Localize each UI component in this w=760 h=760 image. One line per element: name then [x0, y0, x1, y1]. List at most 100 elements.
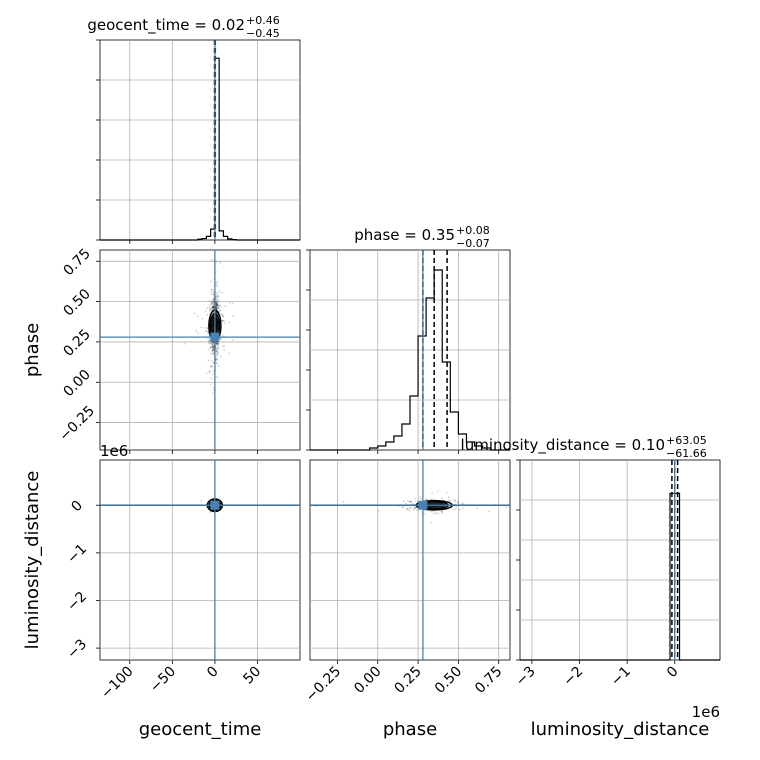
sample-point [217, 352, 219, 355]
sample-point [223, 348, 225, 351]
sample-point [206, 327, 209, 329]
sample-point [453, 508, 456, 511]
sample-point [215, 281, 218, 284]
sample-point [212, 305, 215, 308]
sample-point [448, 500, 451, 502]
sample-point [212, 342, 215, 344]
sample-point [217, 344, 220, 347]
sample-point [215, 300, 218, 303]
sample-point [215, 343, 218, 346]
sample-point [211, 349, 214, 352]
sample-point [209, 345, 212, 348]
sample-point [211, 307, 214, 309]
sample-point [211, 348, 214, 351]
y-tick-label: 0.25 [60, 326, 93, 359]
sample-point [211, 259, 214, 261]
sample-point [406, 499, 409, 502]
sample-point [211, 350, 213, 353]
sample-point [212, 293, 215, 296]
sample-point [217, 305, 220, 307]
x-tick-label: 0.25 [392, 664, 425, 697]
panel-frame-0-0 [99, 39, 301, 241]
sample-point [197, 332, 199, 335]
sample-point [210, 365, 212, 368]
sample-point [215, 304, 218, 307]
sample-point [441, 510, 444, 513]
sample-point [212, 352, 215, 354]
sample-point [425, 498, 427, 501]
sample-point [210, 301, 213, 304]
panel-title-geocent_time: geocent_time = 0.02 +0.46−0.45 [87, 14, 279, 40]
sample-point [458, 508, 461, 511]
sample-point [212, 373, 214, 376]
sample-point [210, 346, 213, 349]
sample-point [215, 307, 218, 310]
sample-point [205, 372, 208, 375]
sample-point [195, 330, 198, 332]
truth-marker [210, 500, 220, 510]
sample-point [342, 500, 345, 503]
sample-point [212, 344, 215, 347]
x-axis-label-luminosity_distance: luminosity_distance [531, 719, 710, 740]
sample-point [414, 506, 417, 509]
sample-point [219, 261, 222, 264]
x-tick-label: −100 [98, 664, 137, 703]
y-tick-label: −1 [64, 541, 90, 567]
sample-point [410, 500, 413, 503]
sample-point [212, 349, 215, 352]
sample-point [209, 511, 212, 514]
sample-point [221, 320, 224, 323]
sample-point [215, 301, 218, 304]
sample-point [231, 302, 234, 305]
panel-frame-2-2 [519, 459, 721, 661]
sample-point [461, 501, 463, 504]
sample-point [211, 353, 214, 355]
y-tick-label: 0.75 [60, 246, 93, 279]
sample-point [216, 341, 219, 344]
x-tick-label: 0.00 [351, 664, 384, 697]
sample-point [430, 521, 433, 524]
sample-point [407, 507, 410, 510]
sample-point [208, 338, 211, 341]
sample-point [222, 315, 225, 318]
panel-frame-2-1 [309, 459, 511, 661]
sample-point [217, 296, 220, 298]
y-tick-label: 0.00 [60, 367, 93, 400]
sample-point [210, 377, 213, 380]
sample-point [212, 392, 215, 395]
sample-point [216, 348, 218, 351]
sample-point [419, 496, 422, 499]
sample-point [420, 498, 423, 501]
sample-point [476, 507, 478, 510]
sample-point [410, 500, 413, 503]
sample-point [206, 307, 209, 310]
sample-point [212, 305, 215, 308]
panel-title-luminosity_distance: luminosity_distance = 0.10 +63.05−61.66 [461, 434, 707, 460]
sample-point [431, 510, 433, 513]
sample-point [488, 510, 491, 513]
sample-point [215, 308, 218, 311]
sample-point [215, 303, 218, 306]
sample-point [215, 350, 218, 353]
sample-point [414, 506, 417, 509]
sample-point [210, 288, 213, 291]
sample-point [212, 348, 215, 351]
sample-point [215, 260, 218, 263]
sample-point [406, 507, 409, 510]
sample-point [210, 342, 213, 345]
sample-point [425, 498, 428, 501]
sample-point [215, 350, 218, 353]
histogram-luminosity_distance [520, 492, 720, 661]
sample-point [219, 355, 222, 358]
x-axis-label-phase: phase [383, 719, 437, 740]
sample-point [437, 490, 439, 492]
sample-point [216, 280, 219, 283]
x-tick-label: −0.25 [303, 664, 345, 706]
sample-point [215, 302, 217, 305]
sample-point [215, 283, 218, 286]
title-minus: −61.66 [666, 447, 707, 460]
sample-point [216, 301, 219, 304]
sample-point [206, 313, 209, 316]
sample-point [218, 304, 221, 307]
title-minus: −0.07 [456, 237, 490, 250]
